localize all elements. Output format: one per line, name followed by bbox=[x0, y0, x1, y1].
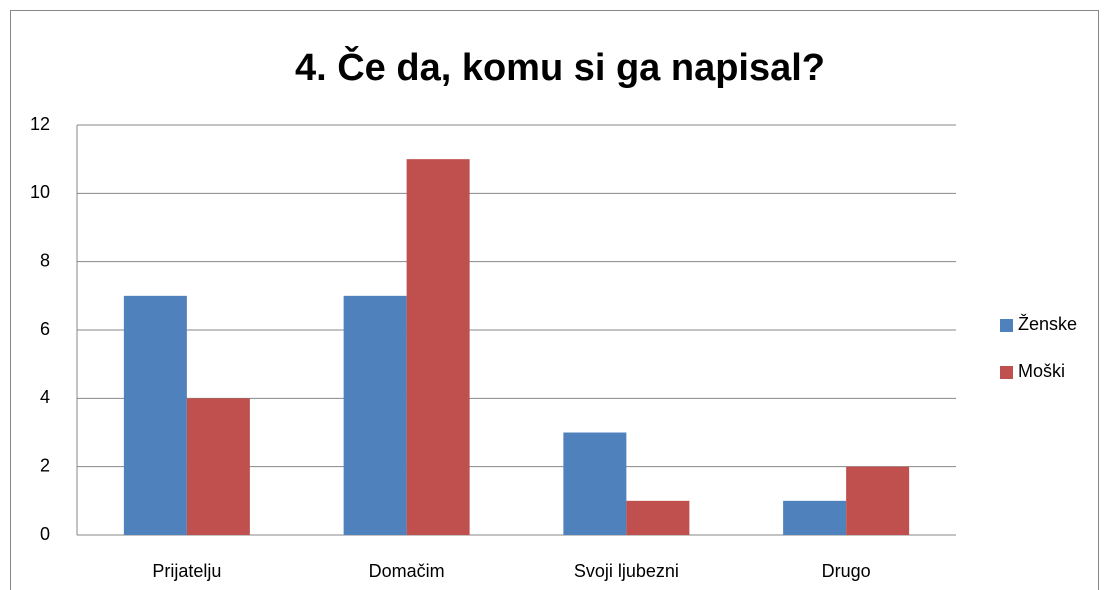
x-tick-label: Svoji ljubezni bbox=[574, 561, 679, 581]
legend-label: Ženske bbox=[1018, 314, 1077, 334]
bar bbox=[123, 295, 187, 535]
y-tick-label: 0 bbox=[40, 524, 50, 544]
y-tick-label: 2 bbox=[40, 455, 50, 475]
x-tick-label: Prijatelju bbox=[152, 561, 221, 581]
y-tick-label: 8 bbox=[40, 250, 50, 270]
legend-swatch bbox=[1000, 366, 1013, 379]
y-tick-label: 4 bbox=[40, 387, 50, 407]
bar bbox=[626, 500, 690, 535]
legend-swatch bbox=[1000, 319, 1013, 332]
x-tick-label: Domačim bbox=[369, 561, 445, 581]
y-tick-label: 12 bbox=[30, 114, 50, 134]
bar bbox=[406, 159, 470, 535]
x-tick-label: Drugo bbox=[822, 561, 871, 581]
bar bbox=[563, 432, 627, 535]
bar bbox=[783, 500, 847, 535]
y-tick-label: 10 bbox=[30, 182, 50, 202]
chart-title: 4. Če da, komu si ga napisal? bbox=[295, 44, 825, 89]
bar bbox=[186, 398, 250, 535]
y-tick-label: 6 bbox=[40, 319, 50, 339]
bar bbox=[846, 466, 910, 535]
bar bbox=[343, 295, 407, 535]
legend-label: Moški bbox=[1018, 361, 1065, 381]
